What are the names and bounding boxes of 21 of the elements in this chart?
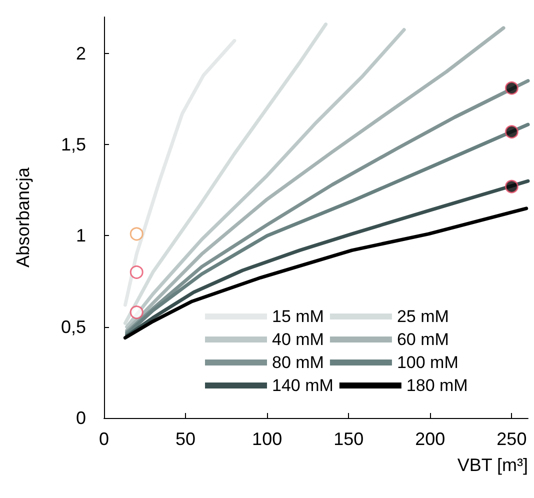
y-tick-label: 2: [76, 43, 86, 64]
y-tick-label: 0,5: [60, 316, 86, 337]
legend-label: 140 mM: [272, 376, 334, 395]
x-tick-label: 50: [176, 429, 196, 449]
legend-label: 60 mM: [396, 330, 449, 349]
legend-label: 25 mM: [396, 307, 449, 326]
x-tick-label: 100: [252, 429, 282, 449]
x-tick-label: 0: [98, 429, 110, 449]
x-tick-label: 150: [334, 429, 364, 449]
legend-label: 15 mM: [272, 307, 324, 326]
legend-label: 40 mM: [272, 330, 324, 349]
x-tick-label: 200: [415, 429, 446, 449]
y-tick-label: 1: [76, 226, 86, 246]
legend-label: 180 mM: [406, 376, 468, 395]
y-axis-title: Absorbancja: [13, 166, 33, 268]
x-axis-title: VBT [m³]: [457, 455, 528, 475]
y-tick-label: 1,5: [60, 134, 86, 155]
legend-label: 80 mM: [272, 353, 324, 372]
x-tick-label: 250: [496, 429, 527, 449]
y-tick-label: 0: [76, 408, 86, 428]
legend-label: 100 mM: [396, 353, 458, 372]
